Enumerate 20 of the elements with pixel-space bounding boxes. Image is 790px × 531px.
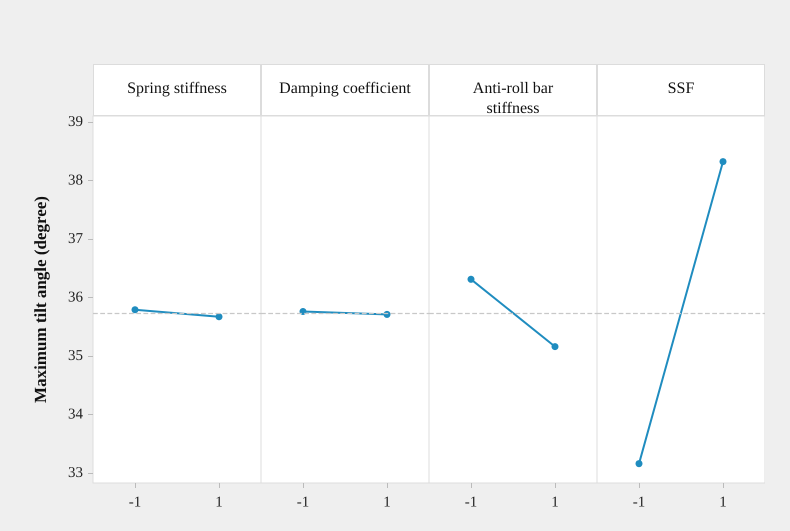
x-tick-label: 1: [719, 494, 727, 510]
y-tick-label: 34: [68, 406, 84, 423]
x-tick-label: 1: [551, 494, 559, 510]
x-tick-label: -1: [128, 494, 142, 510]
x-tick-label: 1: [215, 494, 223, 510]
x-tick-label: -1: [464, 494, 478, 510]
x-tick-label: 1: [383, 494, 391, 510]
y-tick-label: 33: [68, 465, 83, 482]
y-tick-label: 35: [68, 348, 83, 364]
chart-title: Damping coefficient: [261, 64, 429, 116]
y-tick-label: 39: [68, 114, 83, 130]
x-tick-label: -1: [296, 494, 310, 510]
y-tick-label: 36: [68, 289, 84, 306]
chart-title: SSF: [597, 64, 765, 116]
y-tick-label: 38: [68, 172, 83, 188]
chart-title: Spring stiffness: [93, 64, 261, 116]
x-tick-label: -1: [632, 494, 646, 510]
chart-title: Anti-roll bar stiffness: [429, 64, 597, 117]
y-axis-title: Maximum tilt angle (degree): [31, 196, 50, 403]
y-tick-label: 37: [68, 230, 84, 247]
